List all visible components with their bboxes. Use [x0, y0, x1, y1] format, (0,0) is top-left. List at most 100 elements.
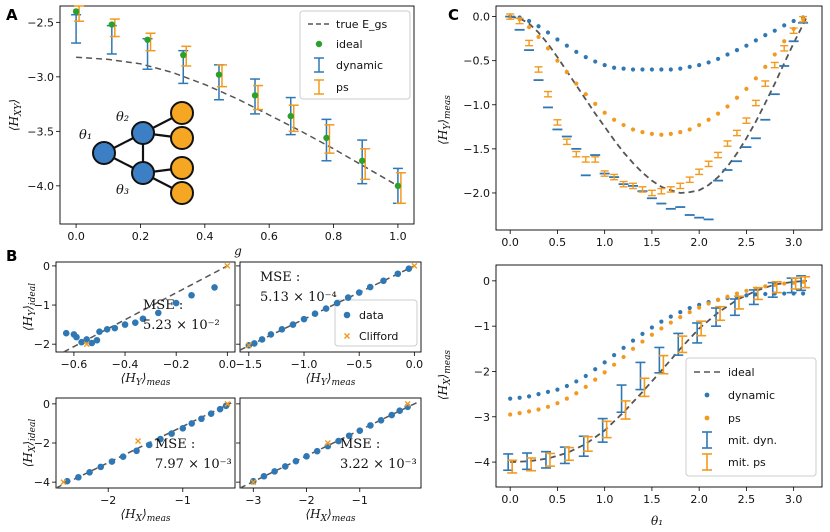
x-tick-label: 1.0	[596, 493, 614, 506]
data-point	[345, 432, 353, 440]
legend-clifford-marker-b	[344, 333, 350, 339]
data-point	[355, 289, 363, 296]
ps-point	[725, 104, 730, 109]
clifford-point-b	[245, 342, 252, 349]
ps-errorbar	[145, 32, 156, 52]
x-tick-label: 0.6	[260, 230, 278, 243]
dynamic-point	[555, 37, 560, 42]
mit-ps-errorbar	[732, 129, 741, 137]
ps-point	[630, 127, 636, 132]
mit-ps-errorbar	[638, 186, 647, 193]
mse-label: MSE :	[155, 437, 195, 452]
dynamic-point	[536, 24, 541, 29]
data-point	[111, 324, 119, 332]
dynamic-point	[612, 353, 617, 358]
mit-ps-errorbar	[515, 17, 524, 25]
dynamic-point	[706, 60, 711, 65]
data-point	[62, 329, 70, 337]
panel-label-a: A	[6, 6, 18, 24]
y-tick-label: −4	[474, 456, 490, 469]
dynamic-point	[545, 30, 551, 35]
ps-errorbar	[288, 104, 299, 133]
data-point	[367, 422, 374, 429]
dynamic-point	[526, 394, 532, 399]
legend-clifford: Clifford	[359, 330, 398, 343]
data-point	[119, 453, 127, 460]
dynamic-point	[583, 55, 588, 60]
dynamic-point	[791, 18, 796, 24]
y-tick-label: −1	[34, 299, 50, 312]
mit-ps-errorbar	[770, 61, 779, 69]
y-tick-label: −4	[34, 476, 50, 489]
dynamic-point	[640, 67, 645, 72]
mit-ps-errorbar	[715, 305, 726, 322]
dynamic-point	[536, 392, 541, 397]
ps-point	[517, 411, 522, 416]
ps-point	[706, 117, 711, 122]
dynamic-point	[753, 292, 758, 297]
mse-label: MSE :	[340, 437, 380, 452]
mit-ps-errorbar	[582, 435, 593, 453]
clifford-point	[324, 440, 331, 446]
data-point	[388, 411, 396, 419]
data-point	[97, 463, 105, 471]
data-point	[188, 420, 196, 427]
ps-point	[791, 280, 796, 285]
ps-point	[753, 76, 758, 81]
legend-ideal: ideal	[728, 366, 755, 379]
mit-ps-errorbar	[677, 335, 688, 354]
legend-ps-marker	[314, 79, 324, 95]
dynamic-point	[659, 319, 664, 324]
data-point	[78, 338, 85, 346]
data-point	[303, 453, 310, 460]
y-tick-label: −3.5	[27, 125, 54, 138]
ps-point	[649, 332, 655, 337]
ps-point	[555, 58, 560, 63]
clifford-point	[404, 400, 411, 407]
mit-ps-errorbar	[790, 277, 801, 290]
x-tick-label: −1	[352, 494, 368, 507]
dynamic-point	[574, 379, 579, 384]
x-tick-label: −0.4	[112, 358, 139, 371]
data-point	[103, 326, 111, 333]
ps-point	[593, 377, 598, 382]
mit-ps-errorbar	[696, 320, 707, 337]
dynamic-point	[697, 62, 702, 68]
ps-point	[526, 25, 532, 30]
ps-point	[687, 310, 692, 315]
ideal-curve-c2	[510, 280, 807, 463]
dynamic-point	[801, 291, 806, 296]
data-point	[108, 458, 116, 465]
data-point	[258, 336, 266, 343]
ps-point	[697, 305, 702, 310]
axes-frame-B2	[239, 261, 422, 353]
dynamic-point	[545, 389, 551, 394]
x-axis-label-a: g	[234, 244, 242, 258]
mit-ps-errorbar	[581, 156, 590, 163]
ps-point	[725, 294, 730, 299]
data-point	[322, 305, 330, 312]
data-point	[281, 463, 289, 470]
ideal-point	[215, 71, 223, 78]
axes-frame-B1	[55, 261, 236, 353]
ideal-curve-c1	[510, 15, 808, 194]
mit-ps-errorbar	[543, 90, 552, 98]
fit-line-B4	[239, 401, 419, 489]
legend-clifford-marker	[344, 333, 350, 339]
mit-ps-errorbar	[647, 189, 656, 197]
mit-ps-errorbar	[685, 176, 694, 184]
data-point	[188, 291, 195, 299]
legend-mit-ps-marker	[702, 453, 712, 471]
x-tick-label: −0.5	[346, 358, 373, 371]
mit-ps-errorbar	[771, 280, 782, 294]
mse-value: 7.97 × 10⁻³	[155, 457, 232, 472]
mit-ps-errorbar	[733, 295, 744, 310]
y-tick-label: −1.5	[463, 143, 490, 156]
dynamic-point	[753, 38, 758, 43]
dynamic-point	[687, 64, 692, 69]
ps-point	[678, 315, 683, 320]
text-layer: 0.0 0.2 0.4 0.6 0.8 1.0 −2.5 −3.0 −3.5 −4.0 Ag ⟨HXY…	[6, 6, 802, 528]
mit-ps-errorbar	[761, 80, 770, 87]
clifford-point-b	[224, 262, 231, 269]
x-axis-label-B3: ⟨HX⟩meas	[120, 507, 170, 524]
